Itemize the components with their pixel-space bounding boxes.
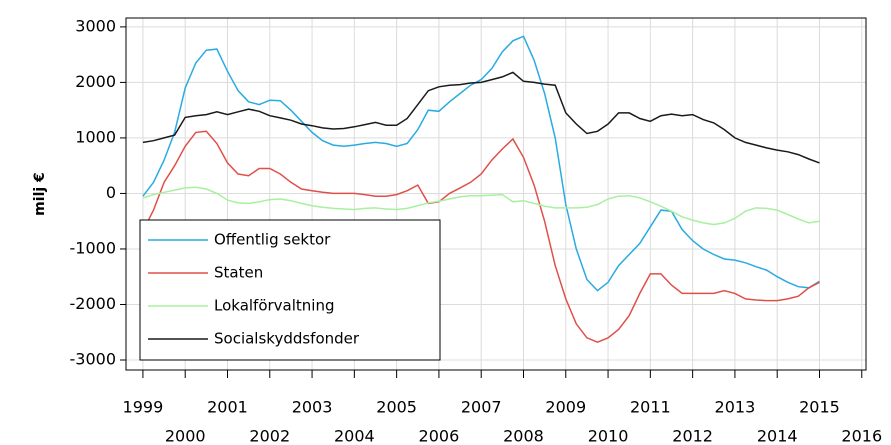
x-tick-label: 2003: [292, 398, 333, 417]
x-tick-label: 1999: [123, 398, 164, 417]
series-line: [142, 186, 820, 226]
legend: Offentlig sektor Staten Lokalförvaltning So…: [139, 219, 441, 361]
x-tick-label: 2016: [841, 427, 882, 445]
x-tick-label: 2000: [165, 427, 206, 445]
x-tick-label: 2010: [588, 427, 629, 445]
y-tick-label: 2000: [75, 72, 116, 91]
x-tick-label: 2004: [334, 427, 375, 445]
y-tick-label: -1000: [70, 238, 117, 257]
x-tick-label: 2006: [419, 427, 460, 445]
x-tick-label: 2011: [630, 398, 671, 417]
y-tick-label: 0: [106, 183, 116, 202]
x-tick-label: 2012: [672, 427, 713, 445]
series-line: [142, 71, 820, 164]
plot-frame: [125, 17, 867, 371]
y-tick-label: 1000: [75, 127, 116, 146]
y-tick-label: -3000: [70, 350, 117, 369]
y-tick-label: 3000: [75, 16, 116, 35]
y-axis-label: milj €: [32, 172, 48, 216]
x-tick-label: 2005: [376, 398, 417, 417]
x-tick-label: 2007: [461, 398, 502, 417]
x-tick-label: 2008: [503, 427, 544, 445]
y-tick-label: -2000: [70, 294, 117, 313]
x-tick-label: 2009: [545, 398, 586, 417]
legend-label: Staten: [214, 264, 263, 282]
x-tick-label: 2014: [757, 427, 798, 445]
series-line: [142, 130, 820, 344]
legend-box: [139, 219, 441, 361]
legend-label: Offentlig sektor: [214, 231, 331, 249]
series-line: [142, 35, 820, 292]
x-tick-label: 2013: [715, 398, 756, 417]
legend-label: Socialskyddsfonder: [214, 330, 360, 348]
x-tick-label: 2001: [207, 398, 248, 417]
x-tick-label: 2015: [799, 398, 840, 417]
x-tick-label: 2002: [249, 427, 290, 445]
legend-label: Lokalförvaltning: [214, 297, 335, 315]
